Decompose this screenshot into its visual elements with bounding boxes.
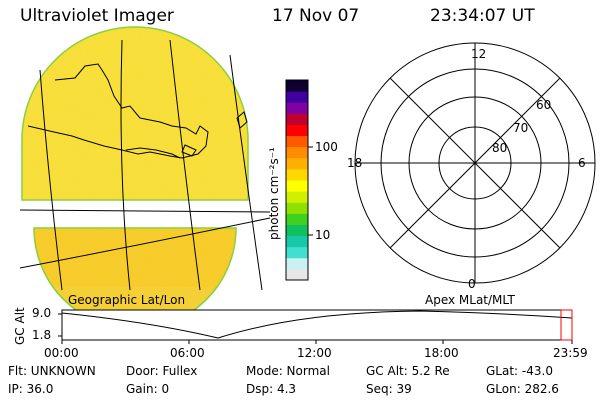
status-flt: Flt: UNKNOWN	[8, 364, 96, 378]
polar-grid	[354, 42, 596, 284]
timeline-ytick-1-8: 1.8	[32, 328, 52, 342]
mlt-label-0: 0	[468, 277, 476, 291]
geo-image-upper	[21, 26, 249, 201]
colorbar-swatch	[286, 246, 308, 259]
colorbar-swatch	[286, 80, 308, 92]
colorbar-swatch	[286, 257, 308, 270]
status-gc-alt: GC Alt: 5.2 Re	[366, 364, 450, 378]
colorbar-swatch	[286, 91, 308, 103]
geo-grid	[19, 39, 271, 291]
mlt-label-12: 12	[471, 47, 487, 61]
current-time-marker	[560, 309, 573, 341]
time-label: 23:34:07 UT	[430, 6, 535, 26]
instrument-title: Ultraviolet Imager	[20, 6, 174, 26]
mlt-label-6: 6	[578, 156, 586, 170]
colorbar-swatch	[286, 268, 308, 281]
colorbar-swatch	[286, 191, 308, 203]
colorbar-swatch	[286, 213, 308, 225]
timeline-xtick-0600: 06:00	[170, 346, 205, 360]
colorbar-unit-label: photon cm⁻²s⁻¹	[267, 147, 281, 240]
status-dsp: Dsp: 4.3	[246, 382, 297, 396]
lat-label-70: 70	[513, 121, 529, 135]
colorbar-swatch	[286, 146, 308, 159]
colorbar-swatch	[286, 168, 308, 181]
coastline	[27, 63, 209, 159]
status-mode: Mode: Normal	[246, 364, 330, 378]
timeline-axis-label: GC Alt	[13, 307, 27, 345]
colorbar-frame	[285, 79, 309, 281]
geo-caption: Geographic Lat/Lon	[68, 293, 186, 307]
date-label: 17 Nov 07	[272, 6, 360, 26]
lat-label-80: 80	[492, 141, 508, 155]
colorbar-swatch	[286, 157, 308, 170]
colorbar-swatch	[286, 202, 308, 214]
colorbar-tick-100: 100	[315, 140, 338, 154]
status-door: Door: Fullex	[126, 364, 198, 378]
colorbar-swatch	[286, 102, 308, 114]
status-seq: Seq: 39	[366, 382, 412, 396]
timeline-frame	[61, 309, 573, 341]
colorbar-swatch	[286, 113, 308, 125]
colorbar-swatch	[286, 124, 308, 137]
timeline-ytick-9: 9.0	[32, 306, 52, 320]
colorbar-tick-10: 10	[315, 228, 331, 242]
status-ip: IP: 36.0	[8, 382, 54, 396]
polar-caption: Apex MLat/MLT	[425, 293, 515, 307]
mlt-label-18: 18	[347, 156, 363, 170]
status-glat: GLat: -43.0	[486, 364, 553, 378]
colorbar	[286, 80, 308, 281]
lat-label-60: 60	[536, 98, 552, 112]
timeline-xtick-1800: 18:00	[424, 346, 459, 360]
status-glon: GLon: 282.6	[486, 382, 559, 396]
altitude-trace	[61, 310, 573, 339]
timeline-xtick-2359: 23:59	[553, 346, 588, 360]
geo-image-lower	[33, 227, 237, 330]
colorbar-swatch	[286, 224, 308, 237]
status-gain: Gain: 0	[126, 382, 170, 396]
colorbar-swatch	[286, 235, 308, 248]
colorbar-swatch	[286, 135, 308, 148]
colorbar-swatch	[286, 180, 308, 192]
timeline-xtick-0000: 00:00	[44, 346, 79, 360]
timeline-xtick-1200: 12:00	[297, 346, 332, 360]
